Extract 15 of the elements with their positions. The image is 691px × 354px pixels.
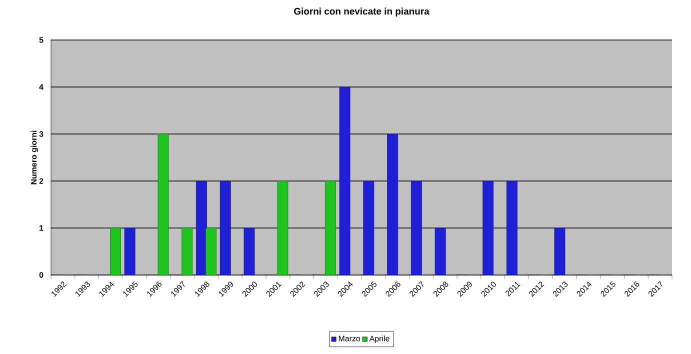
bar	[506, 180, 518, 275]
bar	[434, 228, 446, 275]
bar	[482, 180, 494, 275]
bar	[410, 180, 422, 275]
bar	[363, 180, 374, 275]
bar	[110, 228, 121, 275]
bar	[182, 228, 193, 275]
bar	[325, 180, 336, 275]
bar	[220, 180, 231, 275]
bar	[339, 86, 350, 275]
chart-title: Giorni con nevicate in pianura	[294, 8, 430, 17]
bar	[387, 134, 398, 275]
bar	[124, 228, 136, 275]
bar	[206, 228, 216, 275]
bar	[158, 134, 169, 275]
